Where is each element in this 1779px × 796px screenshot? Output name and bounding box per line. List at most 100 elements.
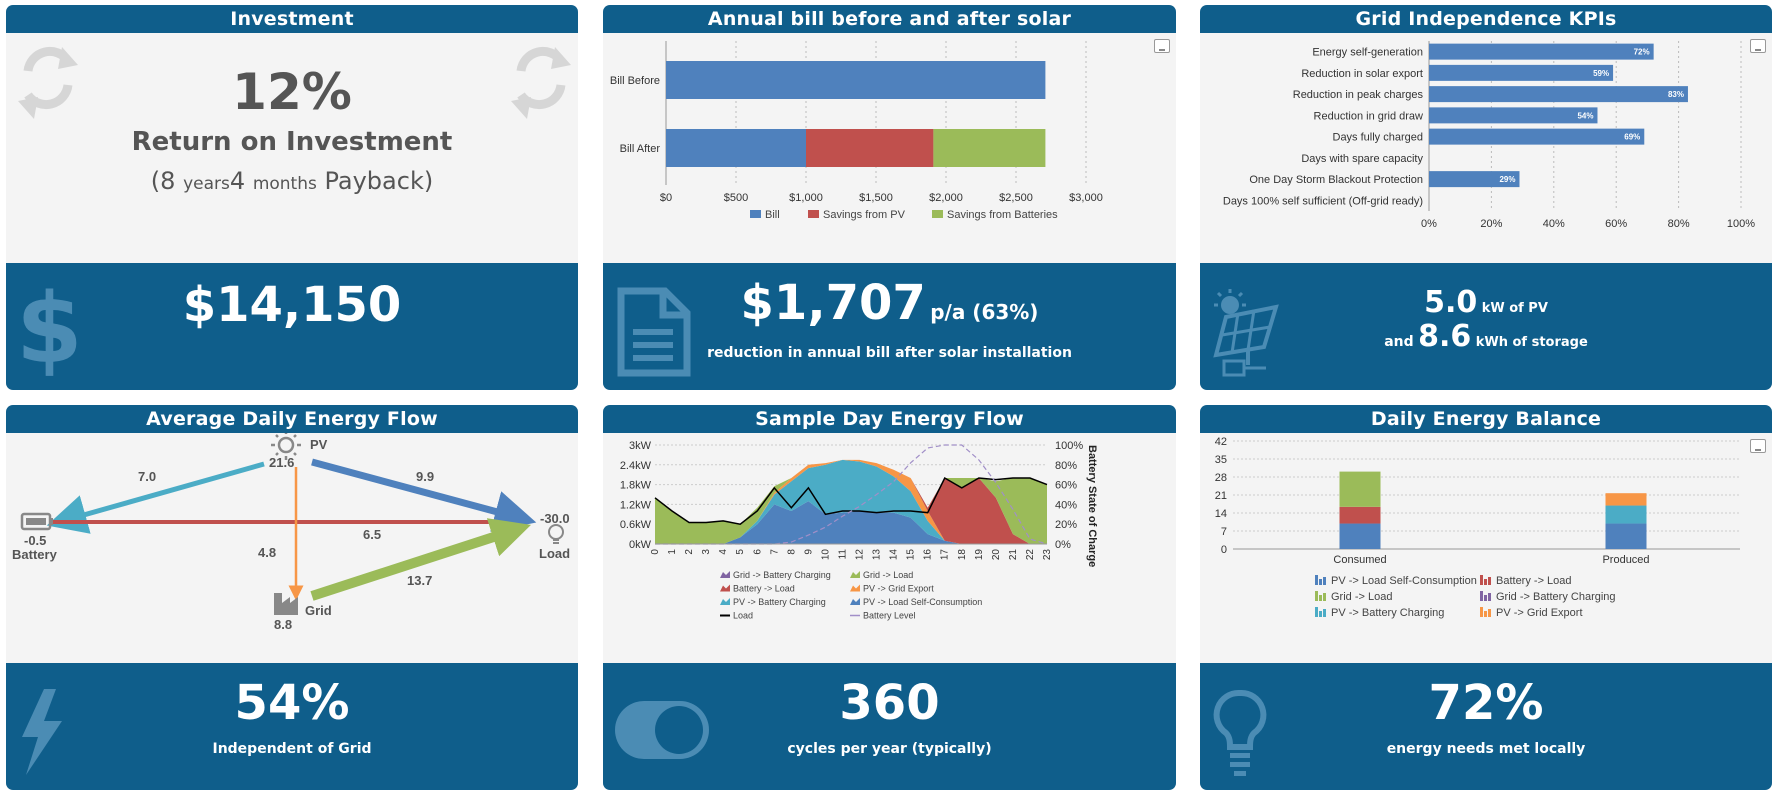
x-tick-label: 16 (923, 549, 934, 561)
bar-segment (1339, 523, 1381, 549)
x-tick-label: 19 (974, 549, 985, 561)
x-tick-label: 0 (650, 549, 661, 555)
grid-kpis-panel: Grid Independence KPIs 0% 20% 40% 60% 80% 100… (1200, 5, 1772, 390)
legend-label: Savings from PV (823, 209, 906, 221)
area-series (655, 501, 1047, 544)
y-tick-label: 14 (1215, 508, 1227, 520)
data-label: 29% (1499, 175, 1515, 184)
energy-flow-footer: 54% Independent of Grid (6, 663, 578, 790)
bar-segment (1339, 506, 1381, 524)
data-label: 69% (1624, 133, 1640, 142)
y-tick-label: 21 (1215, 490, 1227, 502)
x-tick-label: 2 (684, 549, 695, 555)
roi-value: 12% (232, 63, 352, 121)
legend-label: PV -> Battery Charging (1331, 607, 1444, 619)
refresh-icon-left (18, 47, 78, 119)
payback-years: 8 (160, 167, 176, 195)
legend-label: Bill (765, 209, 780, 221)
kpi-bar (1429, 86, 1688, 103)
pv-size-line: 5.0 kW of PV (1200, 285, 1772, 320)
y-tick-label: 28 (1215, 472, 1227, 484)
document-icon (617, 287, 691, 377)
legend-swatch (1319, 611, 1322, 617)
bar-segment (1605, 493, 1647, 506)
legend-label: PV -> Load Self-Consumption (1331, 575, 1477, 587)
x-tick-label: 7 (769, 549, 780, 555)
legend-swatch (808, 210, 819, 218)
energy-flow-title: Average Daily Energy Flow (6, 405, 578, 433)
kpi-bar (1429, 128, 1645, 145)
x-tick-label: 40% (1543, 218, 1565, 230)
legend-label: Grid -> Load (1331, 591, 1392, 603)
annual-bill-chart: $0 $500 $1,000 $1,500 $2,000 $2,500 $3,000 Bill… (610, 41, 1103, 221)
category-label: Reduction in grid draw (1314, 110, 1424, 122)
y-tick-label: 42 (1215, 436, 1227, 448)
grid-kpis-title: Grid Independence KPIs (1200, 5, 1772, 33)
bar-segment (1605, 523, 1647, 549)
download-icon[interactable] (1154, 39, 1170, 53)
payback-years-unit: years (183, 174, 230, 194)
x-tick-label: $2,000 (929, 192, 963, 204)
y-tick-label: 0.6kW (620, 519, 652, 531)
legend-label: PV -> Battery Charging (733, 597, 826, 607)
bill-savings: $1,707 (740, 275, 926, 331)
annual-bill-title: Annual bill before and after solar (603, 5, 1176, 33)
investment-title: Investment (6, 5, 578, 33)
flow-grid-load-value: 13.7 (407, 573, 433, 588)
x-tick-label: 12 (855, 549, 866, 561)
sample-day-panel: Sample Day Energy Flow 0kW 0.6kW 1.2kW 1.8k… (603, 405, 1176, 790)
legend-swatch (932, 210, 943, 218)
legend-label: PV -> Grid Export (1496, 607, 1583, 619)
independence-percent: 54% (234, 675, 350, 731)
category-label: One Day Storm Blackout Protection (1249, 174, 1423, 186)
payback-label: Payback) (324, 167, 434, 195)
legend-swatch (1319, 579, 1322, 585)
download-icon[interactable] (1750, 39, 1766, 53)
legend-swatch (1323, 593, 1326, 601)
energy-flow-diagram (20, 433, 564, 615)
category-label: Bill After (620, 143, 661, 155)
flow-pv-battery-value: 7.0 (138, 469, 157, 484)
flow-grid-load (310, 518, 532, 601)
sun-icon (271, 433, 301, 460)
category-label: Days fully charged (1333, 132, 1424, 144)
category-label: Reduction in peak charges (1293, 89, 1424, 101)
y-tick-label: 35 (1215, 454, 1227, 466)
grid-label: Grid (305, 603, 332, 618)
category-label: Bill Before (610, 75, 660, 87)
local-percent: 72% (1428, 675, 1544, 731)
y2-tick-label: 40% (1055, 499, 1077, 511)
download-icon[interactable] (1750, 439, 1766, 453)
legend-swatch (1323, 577, 1326, 585)
bar-segment (666, 61, 1046, 99)
storage-unit: kWh of storage (1475, 335, 1588, 350)
y2-axis-label: Battery State of Charge (1086, 445, 1098, 567)
daily-balance-chart: 0 7 14 21 28 35 42 Consumed Produced PV -> Load S… (1215, 436, 1740, 619)
battery-icon (20, 512, 53, 531)
flow-pv-grid-value: 4.8 (258, 545, 277, 560)
x-tick-label: 22 (1025, 549, 1036, 561)
legend-label: Grid -> Battery Charging (733, 570, 831, 580)
grid-value: 8.8 (274, 617, 293, 632)
legend-label: PV -> Load Self-Consumption (863, 597, 982, 607)
y-tick-label: 3kW (629, 440, 652, 452)
category-label: Reduction in solar export (1301, 68, 1423, 80)
legend-swatch (1480, 607, 1483, 617)
y-tick-label: 1.8kW (620, 480, 652, 492)
x-tick-label: 11 (837, 549, 848, 560)
investment-cost: $14,150 (182, 277, 402, 333)
independence-caption: Independent of Grid (212, 741, 372, 757)
legend-swatch (1484, 611, 1487, 617)
bill-savings-unit: p/a (63%) (930, 300, 1039, 324)
annual-bill-panel: Annual bill before and after solar $0 $50… (603, 5, 1176, 390)
legend-swatch (850, 571, 860, 578)
x-tick-label: 9 (803, 549, 814, 555)
x-tick-label: 15 (906, 549, 917, 561)
x-tick-label: 6 (752, 549, 763, 555)
legend-label: Savings from Batteries (947, 209, 1058, 221)
daily-balance-footer: 72% energy needs met locally (1200, 663, 1772, 790)
y2-tick-label: 0% (1055, 539, 1071, 551)
legend-swatch (720, 584, 730, 592)
roi-label: Return on Investment (131, 127, 453, 157)
x-tick-label: $2,500 (999, 192, 1033, 204)
